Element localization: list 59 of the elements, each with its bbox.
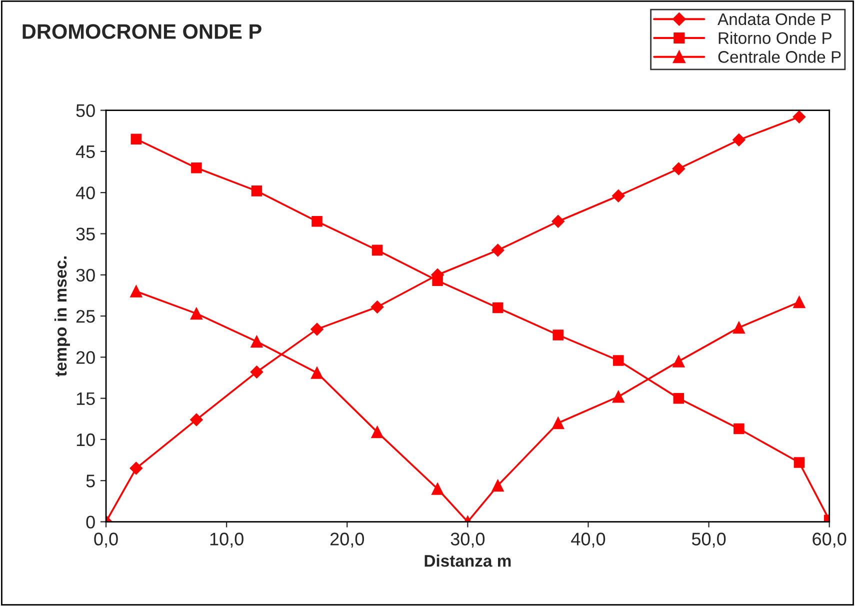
x-tick-label: 60,0 xyxy=(812,532,846,548)
point xyxy=(251,186,262,196)
y-tick-label: 15 xyxy=(76,392,95,406)
point xyxy=(190,413,203,426)
y-tick-label: 40 xyxy=(76,186,95,200)
point xyxy=(250,366,264,378)
point xyxy=(371,426,384,438)
x-tick-label: 50,0 xyxy=(692,532,726,548)
x-tick-label: 20,0 xyxy=(330,532,364,548)
y-tick-label: 45 xyxy=(76,146,95,158)
point xyxy=(431,482,444,495)
x-axis-title: Distanza m xyxy=(424,554,511,567)
point xyxy=(794,457,805,468)
y-tick-label: 5 xyxy=(86,474,95,488)
legend-label: Andata Onde P xyxy=(718,12,831,26)
point xyxy=(190,307,203,320)
point xyxy=(130,134,142,144)
point xyxy=(672,355,685,368)
point xyxy=(310,322,324,336)
x-tick-label: 40,0 xyxy=(571,532,606,548)
point xyxy=(793,296,806,308)
y-tick-label: 30 xyxy=(76,268,95,282)
point xyxy=(612,189,625,202)
x-tick-label: 0,0 xyxy=(94,532,118,548)
point xyxy=(552,330,564,340)
point xyxy=(673,392,684,404)
point xyxy=(792,110,806,124)
point xyxy=(612,390,624,403)
y-tick-label: 0 xyxy=(86,516,95,528)
point xyxy=(552,214,565,228)
point xyxy=(672,162,686,176)
point xyxy=(492,302,504,314)
y-tick-label: 25 xyxy=(76,310,95,323)
point xyxy=(734,423,744,434)
point xyxy=(732,321,746,334)
x-tick-label: 10,0 xyxy=(210,532,244,548)
point xyxy=(492,479,504,492)
y-tick-label: 35 xyxy=(76,228,95,240)
point xyxy=(130,462,143,475)
point xyxy=(613,355,624,366)
y-tick-label: 10 xyxy=(76,433,95,446)
chart-title: DROMOCRONE ONDE P xyxy=(22,24,262,39)
y-tick-label: 50 xyxy=(76,104,95,118)
point xyxy=(310,366,324,379)
point xyxy=(732,134,746,146)
y-axis-title: tempo in msec. xyxy=(54,256,70,376)
y-tick-label: 20 xyxy=(76,351,95,364)
point xyxy=(432,275,443,286)
point xyxy=(370,300,384,314)
x-tick-label: 30,0 xyxy=(450,532,485,548)
point xyxy=(372,244,383,256)
point xyxy=(130,285,142,298)
legend-label: Ritorno Onde P xyxy=(718,32,832,44)
point xyxy=(250,335,263,348)
point xyxy=(491,244,504,257)
point xyxy=(552,416,564,430)
legend-label: Centrale Onde P xyxy=(718,50,841,63)
point xyxy=(191,162,202,174)
point xyxy=(312,216,322,227)
